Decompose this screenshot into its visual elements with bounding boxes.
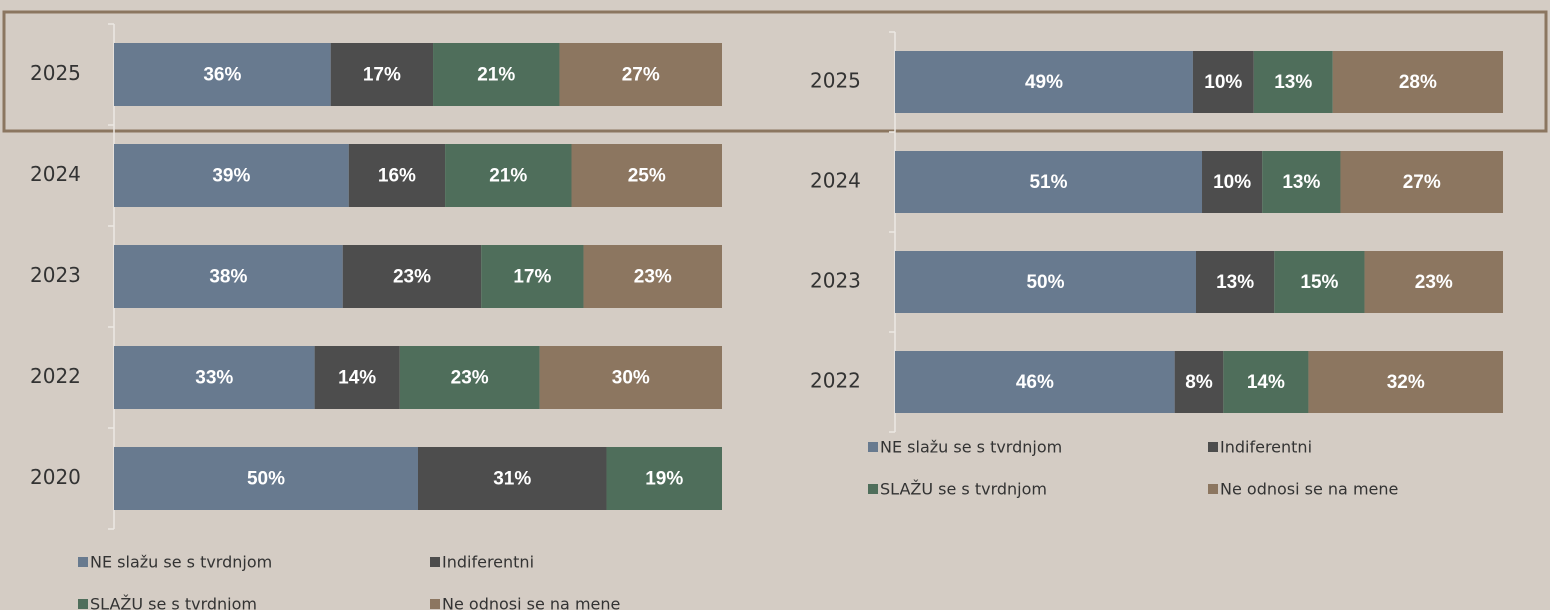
bar-segment [1332,51,1503,113]
legend-label: Ne odnosi se na mene [1220,480,1398,499]
value-label: 23% [451,368,489,389]
value-label: 14% [338,368,376,389]
value-label: 23% [1415,272,1453,293]
bar-segment [539,346,722,409]
bar-segment [1364,251,1503,313]
bar-segment [114,144,349,207]
value-label: 23% [634,267,672,288]
value-label: 10% [1204,72,1242,93]
legend-label: SLAŽU se s tvrdnjom [90,595,257,610]
value-label: 10% [1213,172,1251,193]
value-label: 8% [1185,372,1213,393]
legend-label: NE slažu se s tvrdnjom [90,553,272,572]
bar-segment [114,447,418,510]
bar-segment [1174,351,1224,413]
bar-segment [418,447,607,510]
legend-swatch [868,442,878,452]
bar-segment [114,43,331,106]
bar-segment [481,245,584,308]
value-label: 17% [513,267,551,288]
y-tick-label: 2020 [30,465,81,489]
bar-segment [1223,351,1309,413]
value-label: 15% [1300,272,1338,293]
value-label: 21% [477,65,515,86]
legend-swatch [1208,484,1218,494]
value-label: 36% [203,65,241,86]
value-label: 33% [195,368,233,389]
y-tick-label: 2023 [30,263,81,287]
y-tick-label: 2022 [30,364,81,388]
bar-segment [1202,151,1263,213]
value-label: 28% [1399,72,1437,93]
value-label: 17% [363,65,401,86]
value-label: 27% [622,65,660,86]
value-label: 19% [645,469,683,490]
value-label: 51% [1029,172,1067,193]
y-tick-label: 2023 [810,269,861,293]
bar-segment [571,144,722,207]
bar-segment [1195,251,1275,313]
value-label: 31% [493,469,531,490]
value-label: 23% [393,267,431,288]
bar-segment [895,351,1175,413]
value-label: 38% [209,267,247,288]
value-label: 13% [1216,272,1254,293]
legend-label: Indiferentni [442,553,534,572]
bar-segment [342,245,482,308]
value-label: 16% [378,166,416,187]
bar-segment [1262,151,1341,213]
legend-swatch [1208,442,1218,452]
legend-swatch [430,557,440,567]
value-label: 27% [1403,172,1441,193]
highlight-frame [2,10,1548,133]
y-tick-label: 2024 [30,162,81,186]
value-label: 14% [1247,372,1285,393]
bar-segment [314,346,400,409]
value-label: 21% [489,166,527,187]
bar-segment [1253,51,1333,113]
bar-segment [114,346,315,409]
bar-segment [1340,151,1503,213]
bar-segment [445,144,572,207]
legend-swatch [78,599,88,609]
legend-swatch [78,557,88,567]
value-label: 46% [1016,372,1054,393]
value-label: 13% [1282,172,1320,193]
legend-label: Ne odnosi se na mene [442,595,620,610]
bar-segment [114,245,343,308]
bar-segment [1308,351,1503,413]
value-label: 13% [1274,72,1312,93]
bar-segment [895,51,1193,113]
y-tick-label: 2025 [30,61,81,85]
legend-swatch [430,599,440,609]
bar-segment [330,43,434,106]
bar-segment [1192,51,1254,113]
bar-segment [399,346,540,409]
bar-segment [348,144,446,207]
value-label: 32% [1387,372,1425,393]
bar-segment [606,447,722,510]
y-tick-label: 2022 [810,369,861,393]
bar-segment [433,43,560,106]
bar-segment [583,245,722,308]
bar-segment [895,151,1203,213]
legend-label: SLAŽU se s tvrdnjom [880,480,1047,499]
legend-label: Indiferentni [1220,438,1312,457]
legend-swatch [868,484,878,494]
value-label: 25% [628,166,666,187]
value-label: 50% [247,469,285,490]
bar-segment [559,43,722,106]
y-tick-label: 2024 [810,169,861,193]
legend-label: NE slažu se s tvrdnjom [880,438,1062,457]
value-label: 50% [1026,272,1064,293]
value-label: 39% [212,166,250,187]
y-tick-label: 2025 [810,69,861,93]
value-label: 30% [612,368,650,389]
value-label: 49% [1025,72,1063,93]
bar-segment [1274,251,1365,313]
bar-segment [895,251,1196,313]
